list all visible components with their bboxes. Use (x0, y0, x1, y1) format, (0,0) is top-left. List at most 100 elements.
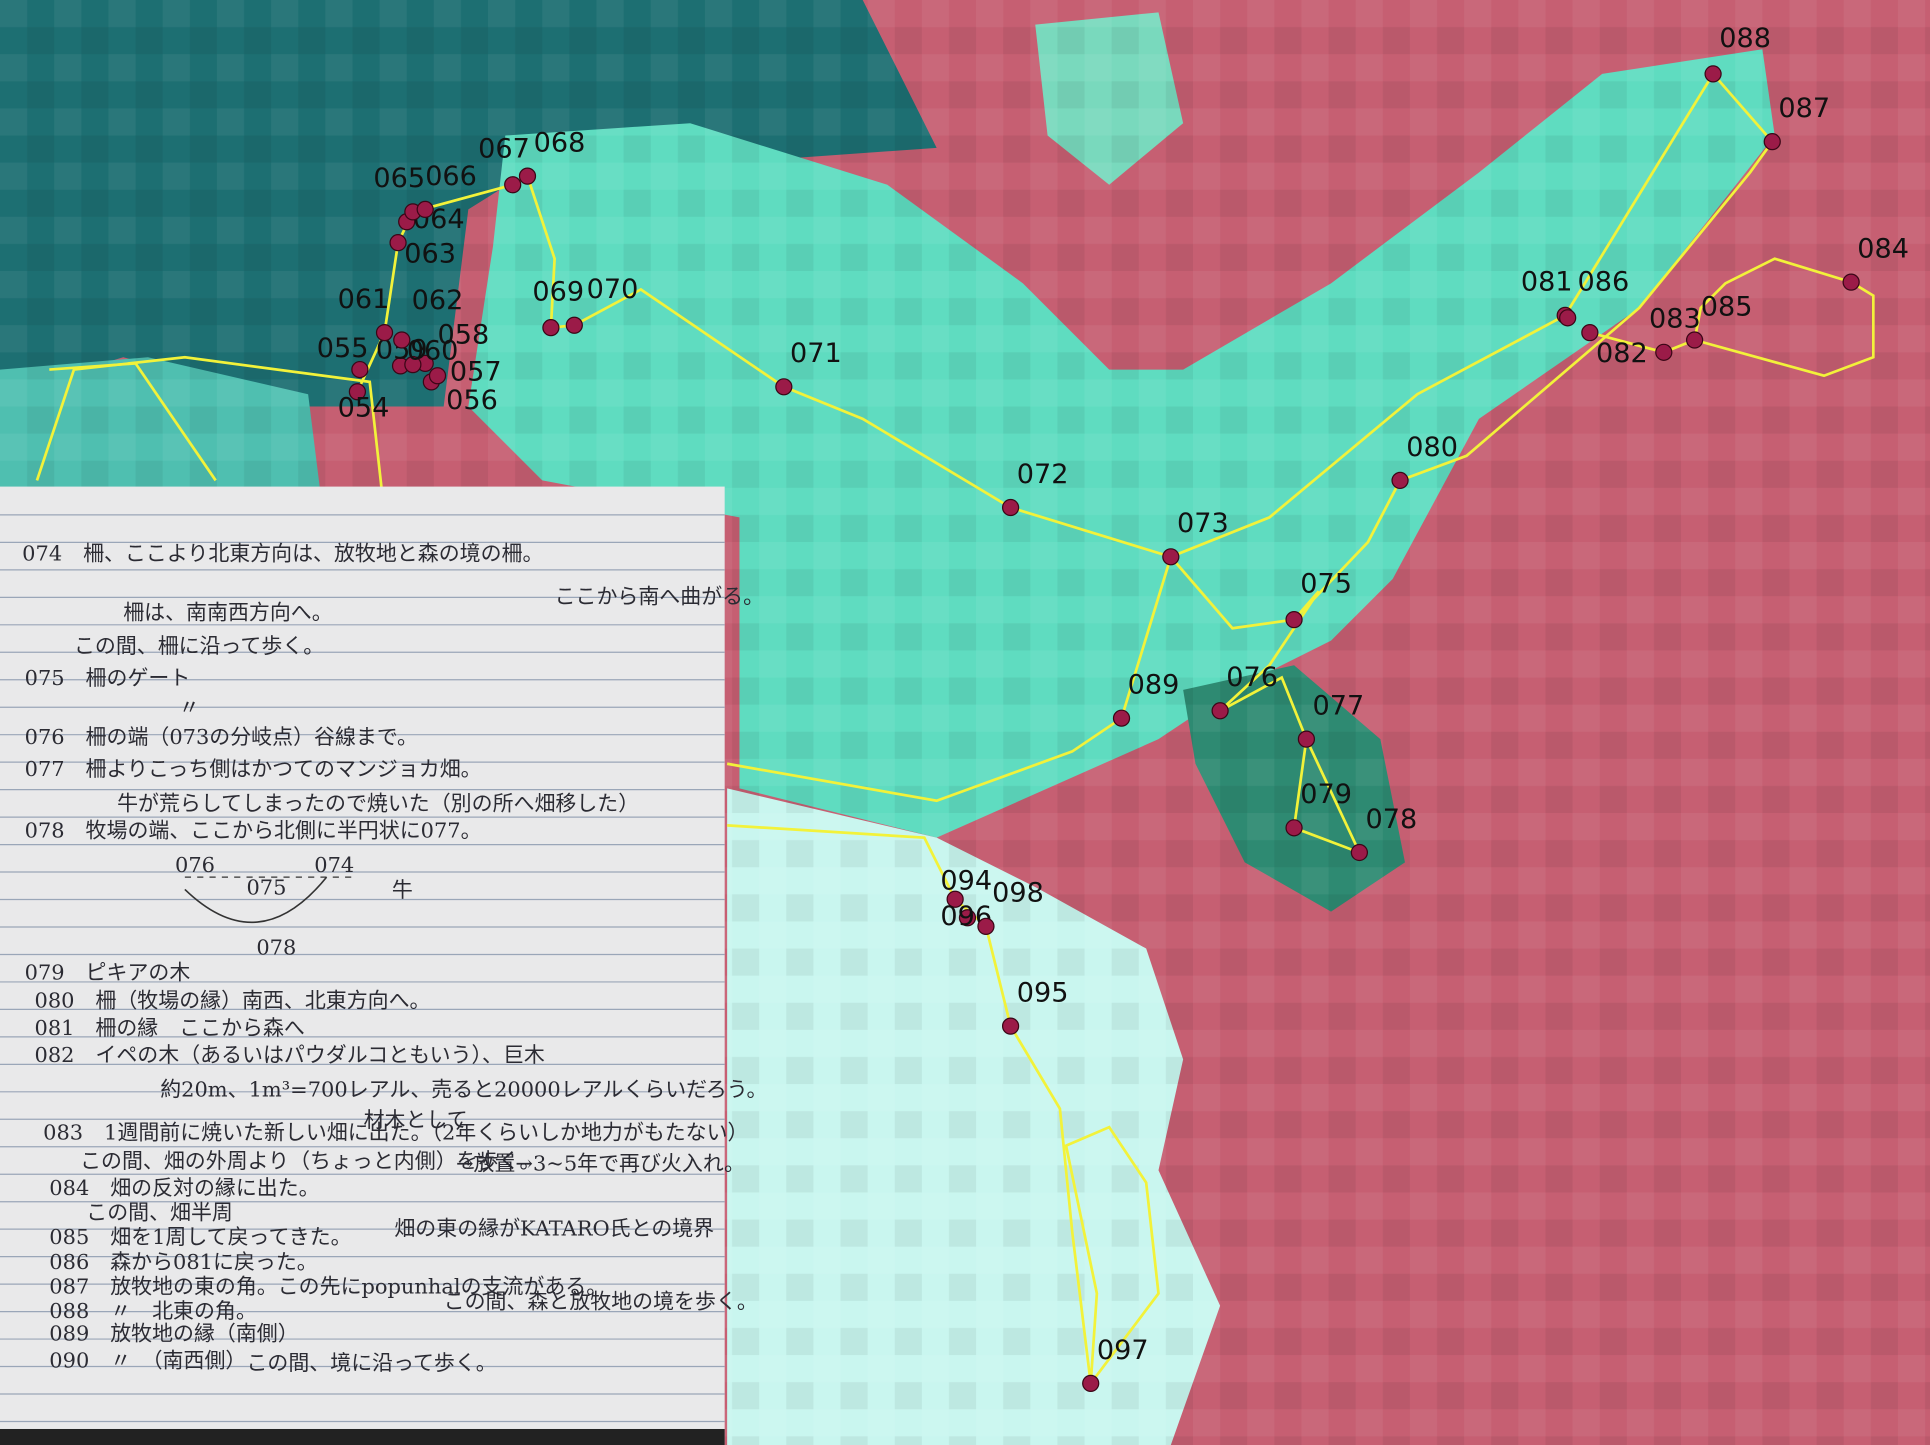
notebook-line: 082 イペの木（あるいはパウダルコともいう）、巨木 (35, 1043, 545, 1067)
waypoint-marker (428, 367, 447, 385)
track (726, 556, 1173, 803)
waypoint-label: 061 (338, 284, 390, 315)
waypoint-label: 084 (1857, 233, 1909, 264)
waypoint-label: 098 (992, 878, 1044, 909)
notebook-line: 〃 (179, 695, 200, 719)
notebook-line: 075 柵のゲート (25, 666, 191, 690)
notebook-page (0, 486, 725, 1445)
notebook-line: 牛が荒らしてしまったので焼いた（別の所へ畑移した） (117, 792, 639, 816)
waypoint-marker (348, 383, 367, 401)
waypoint-marker (775, 378, 793, 396)
notebook-line: ここから南へ曲がる。 (555, 585, 764, 609)
waypoint-label: 071 (790, 338, 842, 369)
waypoint-marker (1763, 133, 1781, 151)
notebook-line: 081 柵の縁 ここから森へ (35, 1016, 305, 1040)
track (49, 361, 217, 482)
notebook-line: この間、森と放牧地の境を歩く。 (444, 1289, 758, 1313)
waypoint-marker (1581, 323, 1599, 342)
waypoint-marker (416, 200, 434, 219)
notebook-line: この間、柵に沿って歩く。 (74, 634, 324, 658)
waypoint-marker (1082, 1374, 1100, 1393)
waypoint-marker (1285, 819, 1303, 837)
notebook: 074 柵、ここより北東方向は、放牧地と森の境の柵。ここから南へ曲がる。柵は、南… (0, 486, 767, 1445)
waypoint-marker (1350, 843, 1369, 862)
notebook-line: この間、畑半周 (86, 1201, 233, 1225)
diagram-label: 牛 (392, 878, 413, 902)
waypoint-marker (518, 167, 537, 185)
waypoint-label: 075 (1300, 569, 1352, 600)
diagram-label: 078 (256, 936, 296, 960)
notebook-line: 085 畑を1周して戻ってきた。 (49, 1225, 351, 1249)
waypoint-label: 076 (1226, 662, 1278, 693)
notebook-line: 084 畑の反対の縁に出た。 (49, 1176, 319, 1200)
waypoint-marker (351, 360, 369, 379)
notebook-line: 079 ピキアの木 (25, 960, 191, 984)
waypoint-label: 070 (587, 274, 639, 305)
waypoint-label: 094 (940, 865, 992, 896)
waypoint-label: 080 (1406, 432, 1458, 463)
notebook-line: 088 〃 北東の角。 (49, 1299, 257, 1323)
waypoint-label: 088 (1719, 23, 1771, 54)
waypoint-label: 097 (1097, 1335, 1149, 1366)
waypoint-marker (1559, 309, 1577, 327)
waypoint-marker (1001, 1017, 1020, 1035)
keyboard-strip (0, 1428, 725, 1445)
waypoint-label: 054 (338, 392, 390, 423)
notebook-line: この間、畑の外周より（ちょっと内側）を歩く。 (80, 1149, 540, 1173)
waypoint-label: 089 (1128, 670, 1180, 701)
notebook-line: 080 柵（牧場の縁）南西、北東方向へ。 (35, 989, 431, 1013)
notebook-text: 074 柵、ここより北東方向は、放牧地と森の境の柵。ここから南へ曲がる。柵は、南… (22, 542, 767, 1375)
waypoint-marker (393, 331, 411, 349)
waypoint-label: 078 (1366, 804, 1418, 835)
notebook-line: 074 柵、ここより北東方向は、放牧地と森の境の柵。 (22, 542, 543, 566)
diagram-label: 076 (175, 853, 215, 877)
notebook-line: 086 森から081に戻った。 (49, 1250, 317, 1274)
waypoint-marker (946, 890, 964, 908)
notebook-line: 078 牧場の端、ここから北側に半円状に077。 (25, 819, 482, 843)
waypoint-label: 095 (1017, 978, 1069, 1009)
waypoint-label: 058 (438, 320, 490, 351)
notebook-line: 087 放牧地の東の角。この先にpopunhalの支流がある。 (49, 1274, 607, 1298)
notebook-line: 畑の東の縁がKATARO氏との境界 (394, 1217, 714, 1241)
waypoint-marker (977, 917, 995, 935)
waypoint-label: 060 (407, 336, 459, 367)
waypoint-marker (565, 316, 583, 334)
waypoint-marker (389, 234, 407, 252)
notebook-line: 090 〃 （南西側） (49, 1348, 246, 1372)
waypoint-marker (542, 319, 560, 337)
waypoint-marker (1001, 498, 1020, 517)
waypoint-marker (1685, 331, 1704, 349)
waypoint-marker (504, 176, 522, 194)
waypoint-label: 065 (373, 163, 425, 194)
waypoint-marker (1704, 65, 1722, 83)
waypoint-label: 083 (1649, 304, 1701, 335)
diagram-label: 075 (246, 875, 286, 899)
notebook-line: →放置→3~5年で再び火入れ。 (456, 1151, 745, 1175)
waypoint-marker (1162, 548, 1180, 566)
waypoint-marker (958, 909, 977, 927)
waypoint-label: 062 (412, 285, 464, 316)
waypoint-label: 057 (450, 357, 502, 388)
track (35, 355, 384, 493)
waypoint-label: 066 (425, 161, 477, 192)
waypoint-label: 063 (404, 238, 456, 269)
waypoint-label: 086 (1578, 267, 1630, 298)
waypoint-label: 068 (534, 128, 586, 159)
notebook-line: 089 放牧地の縁（南側） (49, 1321, 298, 1345)
waypoint-marker (1297, 730, 1316, 748)
ruled-lines (0, 514, 725, 1423)
notebook-line: この間、境に沿って歩く。 (246, 1351, 496, 1375)
waypoint-label: 081 (1521, 267, 1573, 298)
notebook-line: 077 柵よりこっち側はかつてのマンジョカ畑。 (25, 757, 482, 781)
notebook-line: 083 1週間前に焼いた新しい畑に出た。（2年くらいしか地力がもたない） (43, 1120, 748, 1144)
waypoint-label: 055 (317, 333, 369, 364)
waypoint-marker (1211, 702, 1229, 720)
waypoint-label: 072 (1017, 459, 1069, 490)
waypoint-label: 082 (1596, 338, 1648, 369)
waypoint-marker (1285, 611, 1303, 629)
notebook-line: 柵は、南南西方向へ。 (123, 601, 332, 625)
waypoint-label: 069 (532, 277, 584, 308)
diagram-label: 074 (314, 853, 354, 877)
